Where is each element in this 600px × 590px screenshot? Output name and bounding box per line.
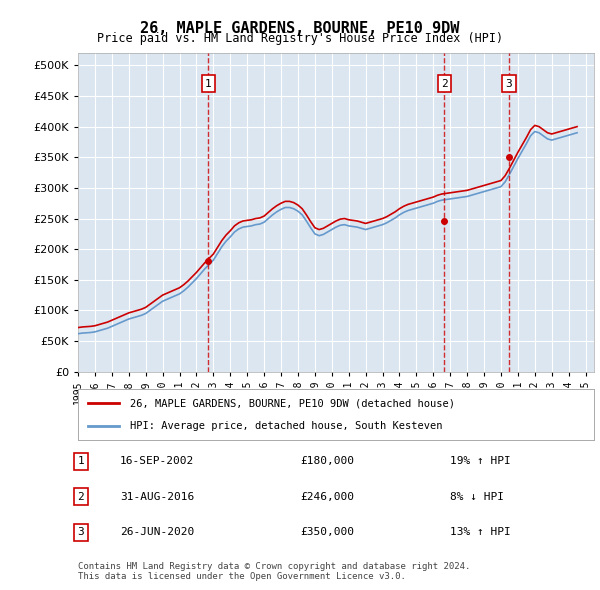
Text: 8% ↓ HPI: 8% ↓ HPI xyxy=(450,492,504,502)
Text: 13% ↑ HPI: 13% ↑ HPI xyxy=(450,527,511,537)
Text: £246,000: £246,000 xyxy=(300,492,354,502)
Text: 31-AUG-2016: 31-AUG-2016 xyxy=(120,492,194,502)
Text: Price paid vs. HM Land Registry's House Price Index (HPI): Price paid vs. HM Land Registry's House … xyxy=(97,32,503,45)
Text: 26, MAPLE GARDENS, BOURNE, PE10 9DW (detached house): 26, MAPLE GARDENS, BOURNE, PE10 9DW (det… xyxy=(130,398,455,408)
Text: 26-JUN-2020: 26-JUN-2020 xyxy=(120,527,194,537)
Text: 1: 1 xyxy=(77,457,85,466)
Text: £180,000: £180,000 xyxy=(300,457,354,466)
Text: Contains HM Land Registry data © Crown copyright and database right 2024.
This d: Contains HM Land Registry data © Crown c… xyxy=(78,562,470,581)
Text: 2: 2 xyxy=(77,492,85,502)
Text: 26, MAPLE GARDENS, BOURNE, PE10 9DW: 26, MAPLE GARDENS, BOURNE, PE10 9DW xyxy=(140,21,460,35)
Text: HPI: Average price, detached house, South Kesteven: HPI: Average price, detached house, Sout… xyxy=(130,421,442,431)
Text: 19% ↑ HPI: 19% ↑ HPI xyxy=(450,457,511,466)
Text: 3: 3 xyxy=(506,78,512,88)
Text: 16-SEP-2002: 16-SEP-2002 xyxy=(120,457,194,466)
Text: 3: 3 xyxy=(77,527,85,537)
Text: 1: 1 xyxy=(205,78,212,88)
Text: £350,000: £350,000 xyxy=(300,527,354,537)
Text: 2: 2 xyxy=(441,78,448,88)
